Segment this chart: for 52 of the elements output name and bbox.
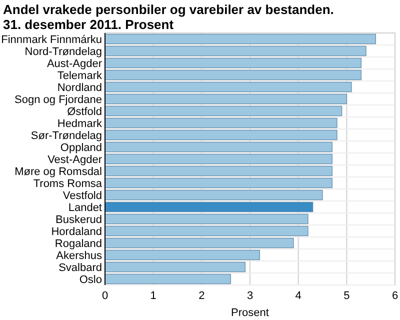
chart-subtitle: 31. desember 2011. Prosent — [3, 17, 174, 32]
y-tick-label: Nord-Trøndelag — [24, 46, 102, 58]
bar — [104, 70, 362, 80]
y-tick-label: Oppland — [60, 142, 102, 154]
x-tick-label: 3 — [246, 290, 254, 302]
bar — [104, 262, 246, 272]
y-tick-label: Møre og Romsdal — [14, 166, 102, 178]
y-tick-label: Svalbard — [58, 262, 102, 274]
chart-title: Andel vrakede personbiler og varebiler av bestanden. — [3, 2, 334, 17]
y-tick-label: Sogn og Fjordane — [14, 94, 102, 106]
bar — [104, 226, 308, 236]
bar — [104, 190, 323, 200]
bar — [104, 166, 332, 176]
bar — [104, 154, 332, 164]
y-tick-label: Oslo — [79, 274, 102, 286]
y-tick-label: Buskerud — [56, 214, 102, 226]
bar — [104, 202, 314, 212]
bar — [104, 214, 308, 224]
x-tick-label: 1 — [150, 290, 156, 302]
y-tick-label: Telemark — [57, 70, 102, 82]
bar — [104, 130, 338, 140]
y-tick-label: Aust-Agder — [46, 58, 102, 70]
y-tick-label: Hedmark — [57, 118, 102, 130]
bar — [104, 250, 260, 260]
y-tick-label: Rogaland — [54, 238, 102, 250]
y-tick-label: Landet — [68, 202, 102, 214]
x-tick-label: 0 — [102, 290, 108, 302]
bar — [104, 46, 366, 56]
x-axis-title: Prosent — [231, 307, 269, 319]
bar — [104, 82, 352, 92]
bar — [104, 178, 332, 188]
y-tick-label: Akershus — [56, 250, 102, 262]
x-tick-label: 5 — [344, 290, 350, 302]
bar — [104, 238, 294, 248]
y-tick-label: Østfold — [67, 106, 102, 118]
x-tick-label: 6 — [392, 290, 398, 302]
x-tick-label: 2 — [198, 290, 205, 302]
x-tick-label: 4 — [295, 290, 302, 302]
bar — [104, 142, 332, 152]
y-tick-label: Hordaland — [51, 226, 102, 238]
y-tick-label: Vestfold — [62, 190, 102, 202]
bar — [104, 58, 362, 68]
bar — [104, 274, 231, 284]
y-tick-label: Sør-Trøndelag — [30, 130, 102, 142]
y-tick-label: Finnmark Finnmárku — [1, 34, 102, 46]
y-tick-label: Vest-Agder — [48, 154, 102, 166]
bar — [104, 118, 338, 128]
y-tick-label: Troms Romsa — [33, 178, 103, 190]
bar — [104, 94, 347, 104]
bar — [104, 106, 342, 116]
y-tick-label: Nordland — [57, 82, 102, 94]
bar — [104, 34, 376, 44]
